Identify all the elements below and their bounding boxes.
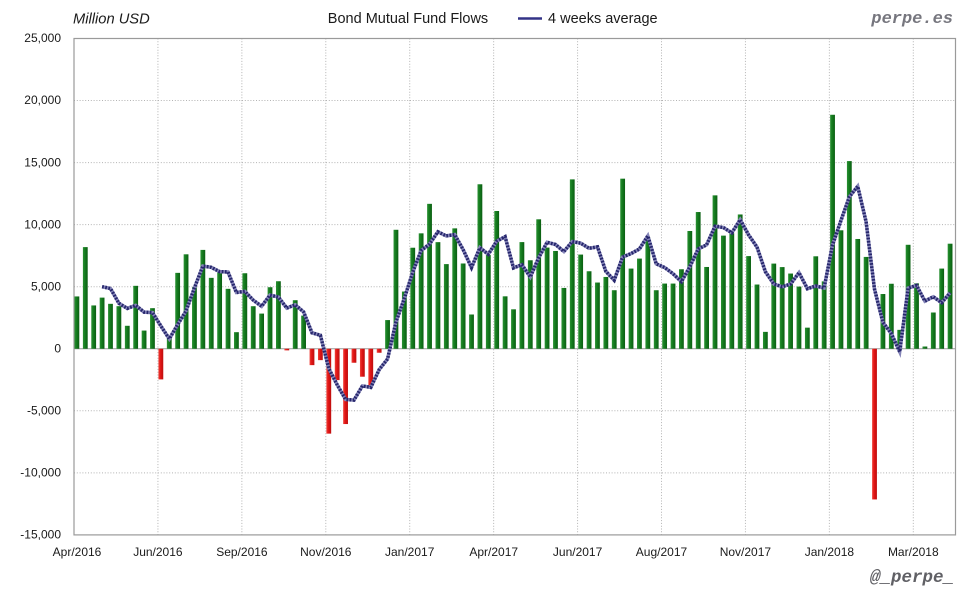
svg-text:Mar/2018: Mar/2018 <box>888 545 939 559</box>
svg-text:-15,000: -15,000 <box>20 528 61 542</box>
svg-text:Sep/2016: Sep/2016 <box>216 545 268 559</box>
svg-text:Apr/2016: Apr/2016 <box>53 545 102 559</box>
svg-text:Jun/2017: Jun/2017 <box>553 545 603 559</box>
svg-text:Jan/2017: Jan/2017 <box>385 545 435 559</box>
svg-text:@_perpe_: @_perpe_ <box>870 568 954 588</box>
svg-text:0: 0 <box>54 341 61 355</box>
svg-text:5,000: 5,000 <box>31 279 61 293</box>
svg-text:15,000: 15,000 <box>24 155 61 169</box>
svg-text:-10,000: -10,000 <box>20 465 61 479</box>
svg-text:20,000: 20,000 <box>24 93 61 107</box>
svg-text:Bond Mutual Fund Flows: Bond Mutual Fund Flows <box>328 11 488 27</box>
svg-text:Million USD: Million USD <box>73 12 150 28</box>
svg-text:Nov/2017: Nov/2017 <box>720 545 772 559</box>
svg-text:perpe.es: perpe.es <box>870 10 953 29</box>
svg-text:Aug/2017: Aug/2017 <box>636 545 688 559</box>
svg-text:25,000: 25,000 <box>24 31 61 45</box>
svg-text:Jan/2018: Jan/2018 <box>805 545 855 559</box>
svg-text:Apr/2017: Apr/2017 <box>469 545 518 559</box>
svg-text:Jun/2016: Jun/2016 <box>133 545 183 559</box>
svg-text:-5,000: -5,000 <box>27 403 61 417</box>
svg-text:10,000: 10,000 <box>24 217 61 231</box>
svg-text:Nov/2016: Nov/2016 <box>300 545 352 559</box>
svg-text:4 weeks average: 4 weeks average <box>548 11 658 27</box>
